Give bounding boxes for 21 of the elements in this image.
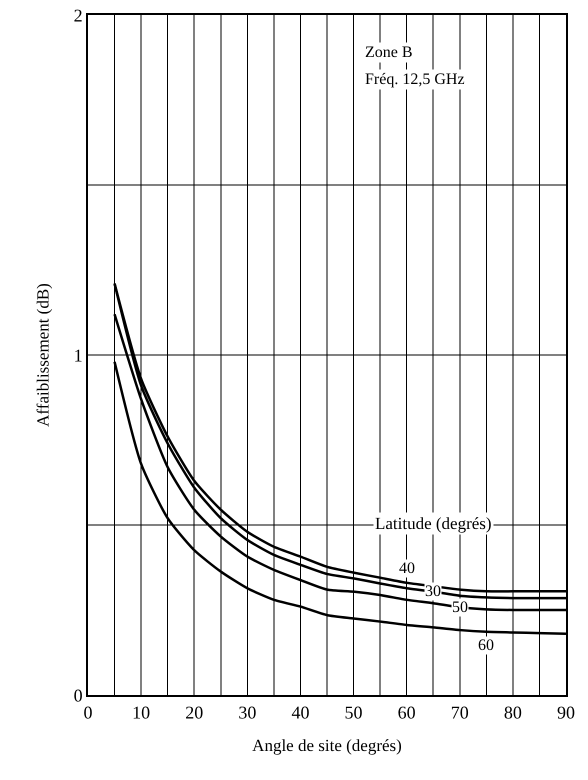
y-tick-label: 1 [74, 345, 83, 366]
legend-title: Latitude (degrés) [375, 514, 492, 533]
y-axis-title: Affaiblissement (dB) [34, 283, 53, 427]
x-tick-label: 10 [132, 702, 150, 722]
series-label: 40 [399, 560, 415, 577]
x-tick-label: 50 [344, 702, 363, 722]
annotation: Fréq. 12,5 GHz [365, 71, 465, 88]
x-axis-title: Angle de site (degrés) [252, 736, 402, 756]
y-tick-label: 0 [74, 685, 83, 706]
y-tick-label: 2 [74, 5, 83, 26]
x-tick-label: 20 [185, 702, 204, 722]
x-tick-label: 70 [450, 702, 469, 722]
series-label: 30 [425, 583, 441, 600]
series-label: 50 [452, 599, 468, 616]
series-label: 60 [478, 637, 494, 654]
annotation: Zone B [365, 44, 413, 61]
x-tick-label: 40 [291, 702, 310, 722]
x-tick-label: 30 [238, 702, 256, 722]
x-tick-label: 60 [398, 702, 416, 722]
x-tick-label: 90 [557, 702, 575, 722]
x-tick-label: 80 [504, 702, 522, 722]
